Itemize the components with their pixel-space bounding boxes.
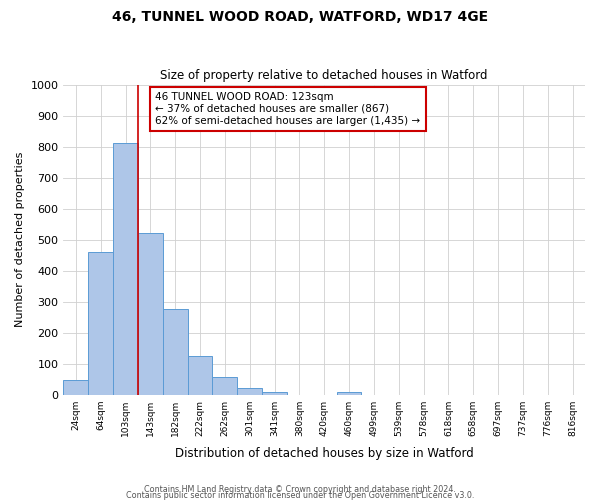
Bar [64, 380, 88, 394]
Bar [337, 392, 361, 394]
Bar [113, 144, 138, 394]
Bar [163, 310, 188, 394]
Bar [138, 234, 163, 394]
Text: Contains public sector information licensed under the Open Government Licence v3: Contains public sector information licen… [126, 491, 474, 500]
Bar [212, 377, 237, 394]
Bar [188, 356, 212, 395]
Bar [237, 388, 262, 394]
Title: Size of property relative to detached houses in Watford: Size of property relative to detached ho… [160, 69, 488, 82]
Text: 46 TUNNEL WOOD ROAD: 123sqm
← 37% of detached houses are smaller (867)
62% of se: 46 TUNNEL WOOD ROAD: 123sqm ← 37% of det… [155, 92, 421, 126]
X-axis label: Distribution of detached houses by size in Watford: Distribution of detached houses by size … [175, 447, 473, 460]
Y-axis label: Number of detached properties: Number of detached properties [15, 152, 25, 328]
Bar [88, 252, 113, 394]
Text: Contains HM Land Registry data © Crown copyright and database right 2024.: Contains HM Land Registry data © Crown c… [144, 485, 456, 494]
Text: 46, TUNNEL WOOD ROAD, WATFORD, WD17 4GE: 46, TUNNEL WOOD ROAD, WATFORD, WD17 4GE [112, 10, 488, 24]
Bar [262, 392, 287, 394]
